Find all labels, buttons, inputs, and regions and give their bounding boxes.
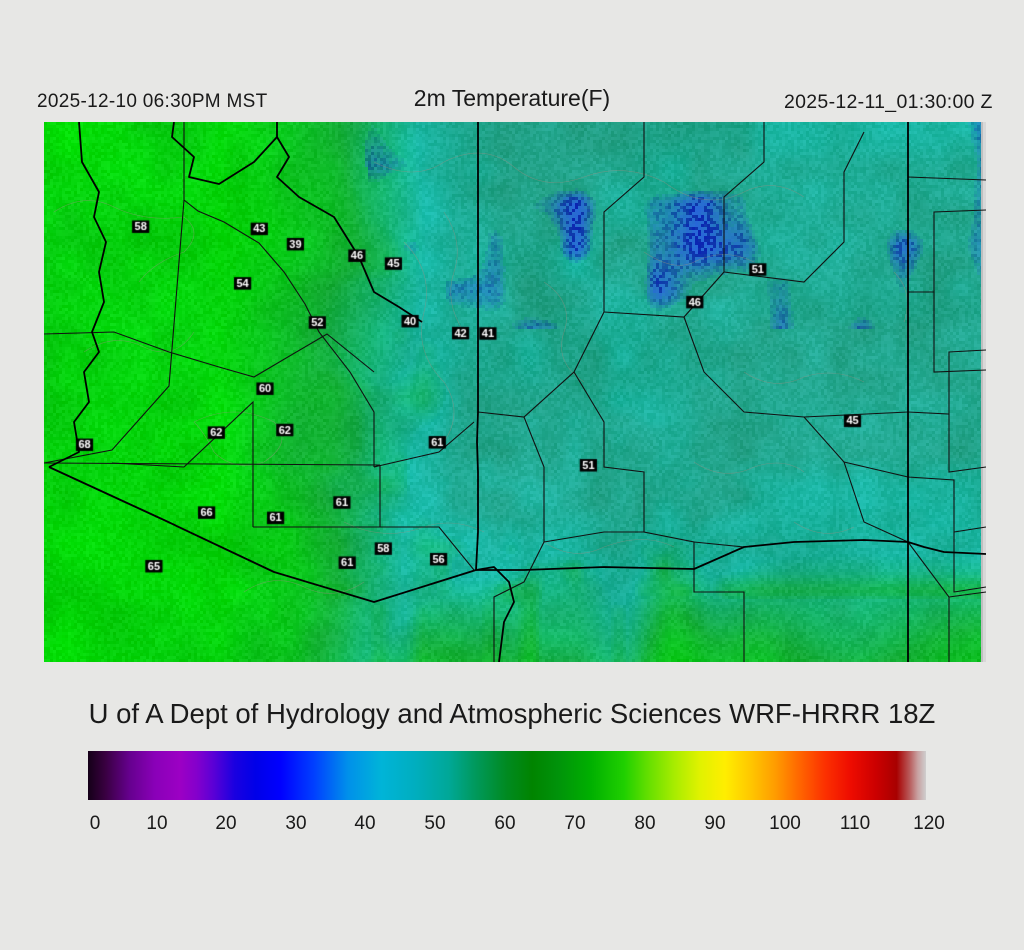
svg-text:10: 10 [146,813,167,834]
svg-text:100: 100 [769,813,801,834]
svg-text:70: 70 [564,813,585,834]
svg-text:80: 80 [634,813,655,834]
svg-text:20: 20 [215,813,236,834]
svg-text:30: 30 [285,813,306,834]
svg-text:60: 60 [494,813,515,834]
svg-text:0: 0 [90,813,101,834]
svg-text:110: 110 [840,813,870,834]
svg-text:40: 40 [354,813,375,834]
svg-text:50: 50 [424,813,445,834]
svg-text:90: 90 [704,813,725,834]
svg-text:120: 120 [913,813,945,834]
